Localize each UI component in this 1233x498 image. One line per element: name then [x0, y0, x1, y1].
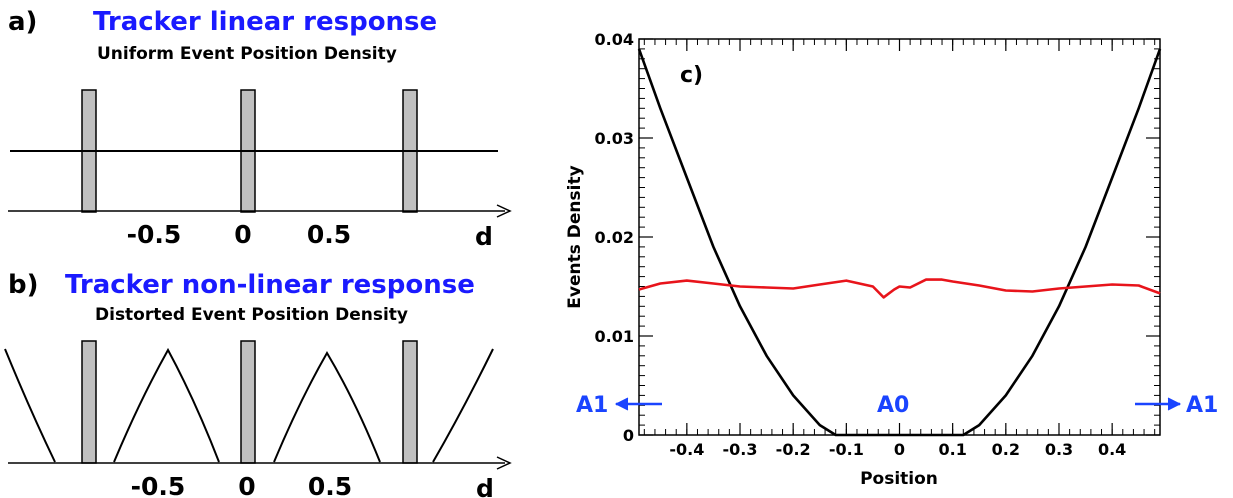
panel-b-axis-arrow: [496, 456, 512, 470]
panel-b-tick-pos-half: 0.5: [308, 472, 352, 498]
panel-a-axis-arrow: [496, 204, 512, 218]
panel-a-tick-neg-half: -0.5: [127, 220, 182, 249]
panel-b-density-curve-4: [432, 348, 494, 463]
series-line-1: [638, 278, 1161, 299]
panel-b-tick-zero: 0: [238, 472, 255, 498]
arrow-right-head: [1167, 397, 1182, 411]
chart-letter: c): [680, 63, 703, 88]
panel-b-title: Tracker non-linear response: [65, 270, 475, 300]
annotation-a1-left: A1: [576, 393, 608, 418]
x-tick-label: 0.1: [938, 440, 966, 459]
panel-b-bar-left: [81, 340, 97, 464]
tick-marks: [639, 38, 1160, 436]
panel-a-tick-zero: 0: [234, 220, 251, 249]
panel-b-tick-neg-half: -0.5: [131, 472, 186, 498]
panel-a-title: Tracker linear response: [93, 7, 437, 37]
x-tick-label: -0.2: [776, 440, 811, 459]
y-tick-label: 0.02: [595, 228, 634, 247]
arrow-left-head: [614, 397, 629, 411]
panel-a-subtitle: Uniform Event Position Density: [97, 44, 397, 64]
panel-b-bar-center: [240, 340, 256, 464]
y-tick-label: 0: [623, 426, 634, 445]
plot-frame: [638, 38, 1161, 436]
panel-a-tick-pos-half: 0.5: [307, 220, 351, 249]
panel-a-axis-label: d: [475, 222, 493, 251]
x-tick-label: 0.2: [992, 440, 1020, 459]
panel-a: a) Tracker linear response Uniform Event…: [8, 7, 512, 251]
panel-b-axis-label: d: [476, 474, 494, 498]
series-line-0: [637, 48, 1162, 437]
tick-labels: -0.4 -0.3 -0.2 -0.1 0 0.1 0.2 0.3 0.4 0 0.01 0.02 0.…: [595, 30, 1127, 459]
y-tick-label: 0.01: [595, 327, 634, 346]
panel-b-subtitle: Distorted Event Position Density: [95, 305, 408, 325]
panel-b-density-curve-3: [273, 351, 381, 463]
panel-b-density-curve-2: [113, 347, 220, 463]
panel-b-bar-right: [402, 340, 418, 464]
x-tick-label: 0.4: [1098, 440, 1126, 459]
x-tick-label: -0.4: [669, 440, 704, 459]
x-tick-label: -0.1: [829, 440, 864, 459]
y-tick-label: 0.03: [595, 129, 634, 148]
panel-b-density-curve-1: [4, 348, 56, 463]
panel-b-letter: b): [8, 270, 39, 300]
x-tick-label: 0.3: [1045, 440, 1073, 459]
y-tick-label: 0.04: [595, 30, 634, 49]
annotation-a1-right: A1: [1186, 393, 1218, 418]
panel-c: -0.4 -0.3 -0.2 -0.1 0 0.1 0.2 0.3 0.4 0 0.01 0.02 0.…: [565, 30, 1218, 489]
x-tick-label: 0: [894, 440, 905, 459]
x-axis-title: Position: [860, 469, 938, 489]
panel-b: b) Tracker non-linear response Distorted…: [4, 270, 512, 498]
series-group: [637, 48, 1162, 437]
x-tick-label: -0.3: [723, 440, 758, 459]
annotation-a0-center: A0: [877, 393, 909, 418]
y-axis-title: Events Density: [565, 165, 585, 308]
panel-a-letter: a): [8, 7, 37, 37]
